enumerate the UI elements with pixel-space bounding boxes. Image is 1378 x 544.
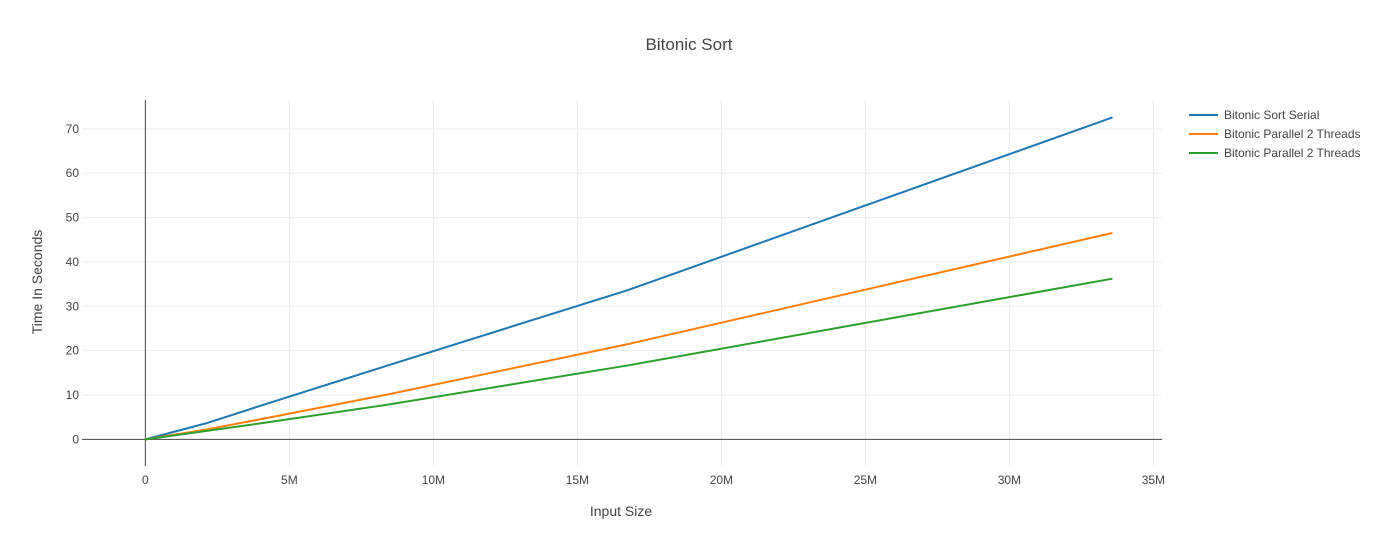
y-tick-label: 70 <box>66 122 80 136</box>
zero-lines <box>82 100 1162 466</box>
x-tick-labels: 0 5M 10M 15M 20M 25M 30M 35M <box>142 473 1165 487</box>
y-axis-title: Time In Seconds <box>29 230 45 335</box>
y-tick-label: 0 <box>72 432 79 446</box>
y-tick-label: 50 <box>66 211 80 225</box>
legend-label: Bitonic Sort Serial <box>1224 108 1319 122</box>
series-line-3 <box>144 277 1113 441</box>
legend-label: Bitonic Parallel 2 Threads <box>1224 127 1361 141</box>
y-tick-label: 10 <box>66 388 80 402</box>
y-tick-label: 20 <box>66 344 80 358</box>
y-tick-label: 30 <box>66 299 80 313</box>
x-tick-label: 5M <box>281 473 298 487</box>
legend-label: Bitonic Parallel 2 Threads <box>1224 146 1361 160</box>
y-tick-label: 40 <box>66 255 80 269</box>
gridlines <box>82 100 1162 466</box>
legend-item[interactable]: Bitonic Parallel 2 Threads <box>1189 146 1361 160</box>
x-tick-label: 10M <box>422 473 445 487</box>
chart-title: Bitonic Sort <box>646 35 733 54</box>
legend-item[interactable]: Bitonic Sort Serial <box>1189 108 1319 122</box>
x-axis-title: Input Size <box>590 503 652 519</box>
series-line-2 <box>144 232 1113 441</box>
x-tick-label: 25M <box>854 473 877 487</box>
legend-item[interactable]: Bitonic Parallel 2 Threads <box>1189 127 1361 141</box>
x-tick-label: 15M <box>566 473 589 487</box>
x-tick-label: 30M <box>998 473 1021 487</box>
y-tick-labels: 0 10 20 30 40 50 60 70 <box>66 122 80 447</box>
x-tick-label: 0 <box>142 473 149 487</box>
y-tick-label: 60 <box>66 166 80 180</box>
series-lines <box>144 116 1113 441</box>
series-line-1 <box>144 116 1113 441</box>
x-tick-label: 20M <box>710 473 733 487</box>
legend: Bitonic Sort Serial Bitonic Parallel 2 Th… <box>1189 108 1361 160</box>
x-tick-label: 35M <box>1142 473 1165 487</box>
